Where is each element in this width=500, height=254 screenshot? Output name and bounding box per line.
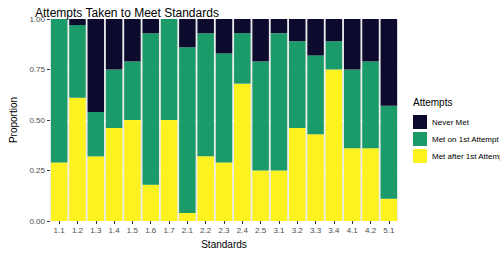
svg-text:1.3: 1.3 xyxy=(90,226,102,235)
svg-text:0.50: 0.50 xyxy=(29,116,45,125)
svg-text:1.5: 1.5 xyxy=(127,226,139,235)
svg-text:1.7: 1.7 xyxy=(163,226,175,235)
svg-text:Met after 1st Attempt: Met after 1st Attempt xyxy=(432,152,500,161)
svg-text:Attempts Taken to Meet Standar: Attempts Taken to Meet Standards xyxy=(35,6,219,20)
svg-text:1.2: 1.2 xyxy=(72,226,84,235)
svg-text:4.2: 4.2 xyxy=(365,226,377,235)
svg-text:3.3: 3.3 xyxy=(310,226,322,235)
svg-text:2.2: 2.2 xyxy=(200,226,212,235)
svg-text:Met on 1st Attempt: Met on 1st Attempt xyxy=(432,135,499,144)
svg-text:1.6: 1.6 xyxy=(145,226,157,235)
svg-text:0.25: 0.25 xyxy=(29,166,45,175)
svg-text:5.1: 5.1 xyxy=(383,226,395,235)
svg-text:Never Met: Never Met xyxy=(432,118,470,127)
svg-text:2.5: 2.5 xyxy=(255,226,267,235)
svg-text:0.00: 0.00 xyxy=(29,217,45,226)
svg-text:3.2: 3.2 xyxy=(292,226,304,235)
svg-text:0.75: 0.75 xyxy=(29,65,45,74)
svg-text:3.4: 3.4 xyxy=(328,226,340,235)
svg-text:3.1: 3.1 xyxy=(273,226,285,235)
svg-text:1.1: 1.1 xyxy=(54,226,66,235)
svg-text:Standards: Standards xyxy=(201,239,247,250)
svg-text:Attempts: Attempts xyxy=(413,97,452,108)
svg-text:1.4: 1.4 xyxy=(109,226,121,235)
svg-text:2.4: 2.4 xyxy=(237,226,249,235)
svg-text:2.1: 2.1 xyxy=(182,226,194,235)
svg-text:4.1: 4.1 xyxy=(347,226,359,235)
svg-text:Proportion: Proportion xyxy=(8,97,19,143)
svg-text:2.3: 2.3 xyxy=(218,226,230,235)
